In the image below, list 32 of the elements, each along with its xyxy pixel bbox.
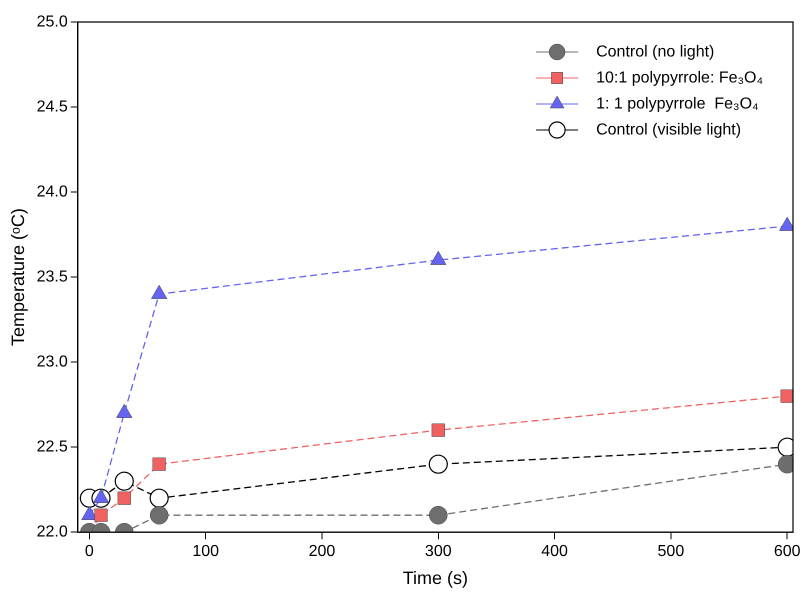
y-tick-label: 23.0: [36, 354, 68, 371]
legend-label: 10:1 polypyrrole: Fe₃O₄: [596, 69, 764, 86]
point: [150, 488, 169, 508]
point: [780, 390, 793, 403]
y-tick-label: 22.0: [36, 524, 68, 541]
y-axis-title: Temperature (ᵒC): [8, 208, 28, 346]
x-tick-label: 600: [774, 543, 801, 560]
x-tick-label: 0: [84, 543, 94, 560]
legend-label: Control (no light): [596, 43, 714, 60]
x-tick-label: 400: [541, 543, 568, 560]
point: [152, 458, 166, 471]
x-tick-label: 100: [192, 543, 220, 560]
point: [150, 506, 168, 524]
point: [428, 454, 448, 474]
x-tick-label: 200: [308, 543, 336, 560]
x-tick-label: 500: [658, 543, 684, 560]
point: [118, 492, 131, 505]
point: [430, 250, 446, 265]
x-axis-title: Time (s): [402, 568, 468, 588]
legend-label: 1: 1 polypyrrole Fe₃O₄: [596, 95, 759, 112]
point: [429, 506, 448, 524]
point: [432, 424, 445, 437]
y-tick-label: 23.5: [36, 268, 68, 286]
point: [114, 472, 134, 491]
legend-label: Control (visible light): [596, 121, 742, 138]
y-tick-label: 22.5: [36, 438, 68, 456]
point: [94, 508, 108, 522]
x-tick-label: 300: [424, 543, 452, 560]
y-tick-label: 24.5: [36, 98, 68, 116]
point: [151, 284, 168, 299]
y-tick-label: 24.0: [36, 183, 68, 200]
y-tick-label: 25.0: [36, 13, 68, 30]
